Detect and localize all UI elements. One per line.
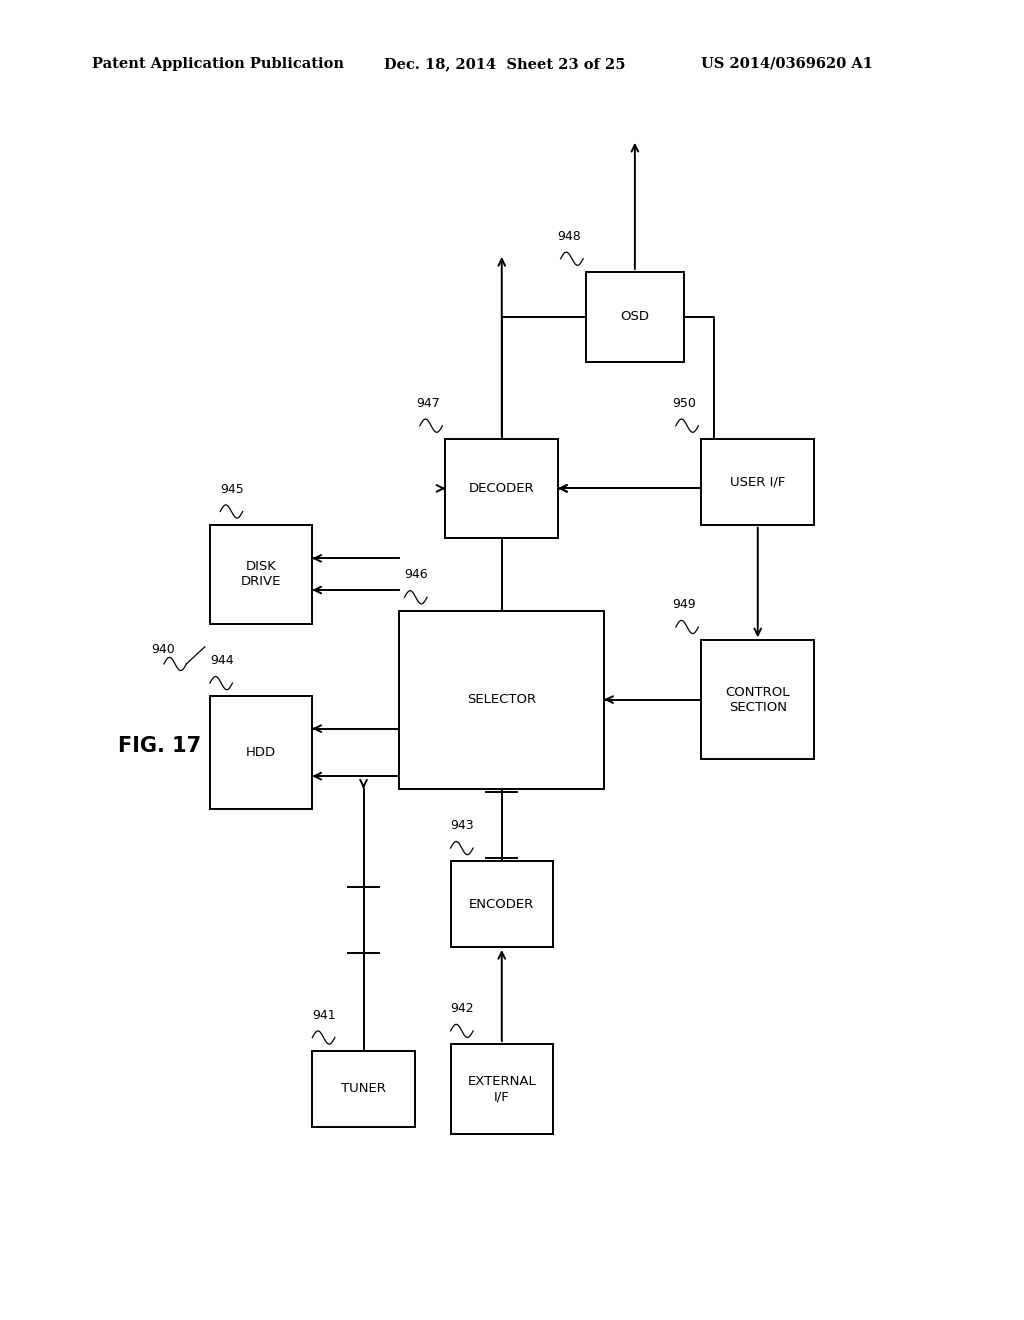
FancyBboxPatch shape (445, 438, 558, 539)
Text: Dec. 18, 2014  Sheet 23 of 25: Dec. 18, 2014 Sheet 23 of 25 (384, 57, 626, 71)
Text: 945: 945 (220, 483, 244, 496)
Text: CONTROL
SECTION: CONTROL SECTION (726, 685, 790, 714)
FancyBboxPatch shape (451, 862, 553, 948)
Text: OSD: OSD (621, 310, 649, 323)
Text: 941: 941 (312, 1008, 336, 1022)
Text: 946: 946 (404, 569, 428, 581)
Text: Patent Application Publication: Patent Application Publication (92, 57, 344, 71)
Text: USER I/F: USER I/F (730, 475, 785, 488)
Text: 948: 948 (557, 230, 582, 243)
Text: 947: 947 (417, 397, 440, 409)
FancyBboxPatch shape (312, 1051, 415, 1127)
Text: 943: 943 (451, 820, 474, 832)
Text: ENCODER: ENCODER (469, 898, 535, 911)
Text: FIG. 17: FIG. 17 (118, 735, 201, 756)
FancyBboxPatch shape (701, 640, 814, 759)
Text: 950: 950 (673, 397, 696, 409)
FancyBboxPatch shape (210, 697, 312, 808)
FancyBboxPatch shape (399, 610, 604, 789)
Text: DISK
DRIVE: DISK DRIVE (241, 560, 282, 589)
FancyBboxPatch shape (586, 272, 684, 362)
Text: EXTERNAL
I/F: EXTERNAL I/F (467, 1074, 537, 1104)
Text: 949: 949 (673, 598, 696, 611)
Text: US 2014/0369620 A1: US 2014/0369620 A1 (701, 57, 873, 71)
Text: SELECTOR: SELECTOR (467, 693, 537, 706)
Text: 940: 940 (152, 643, 175, 656)
FancyBboxPatch shape (451, 1044, 553, 1134)
FancyBboxPatch shape (210, 525, 312, 624)
FancyBboxPatch shape (701, 438, 814, 524)
Text: TUNER: TUNER (341, 1082, 386, 1096)
Text: 944: 944 (210, 655, 233, 668)
Text: 942: 942 (451, 1002, 474, 1015)
Text: DECODER: DECODER (469, 482, 535, 495)
Text: HDD: HDD (246, 746, 276, 759)
